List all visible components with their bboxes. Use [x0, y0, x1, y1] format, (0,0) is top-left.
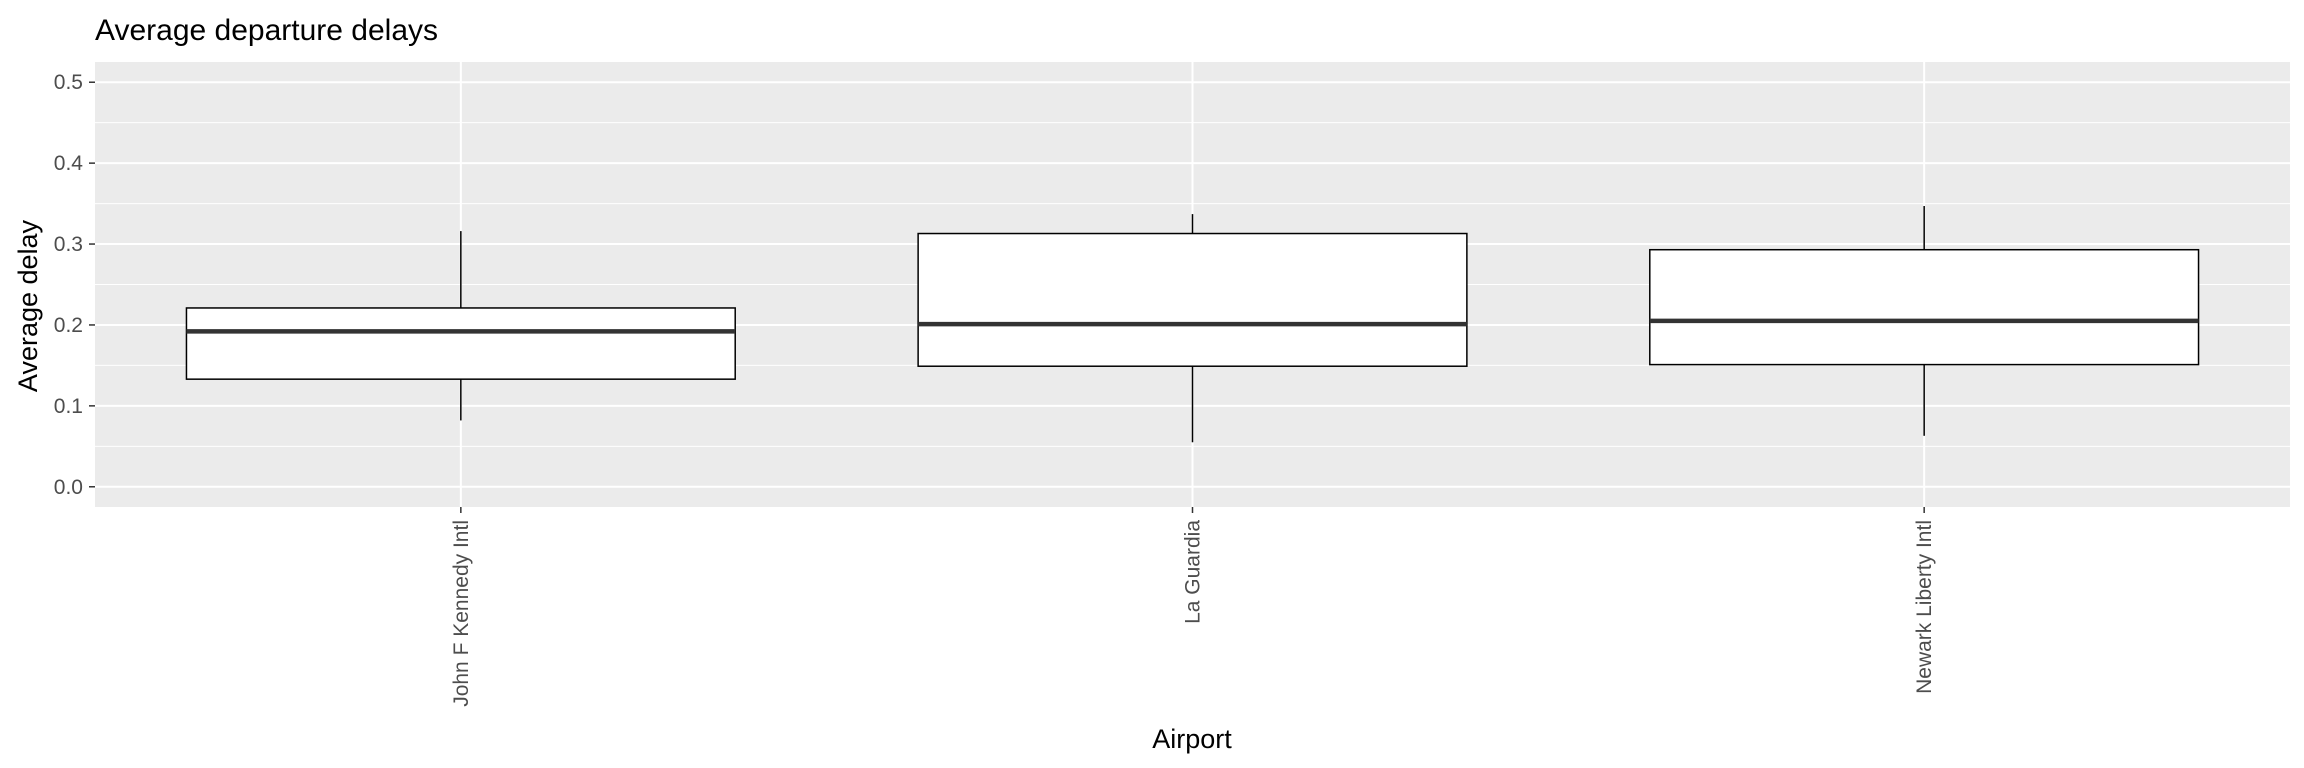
y-tick-label: 0.3	[54, 233, 83, 256]
y-tick-label: 0.5	[54, 71, 83, 94]
y-tick-label: 0.4	[54, 152, 84, 175]
x-axis: John F Kennedy Intl La Guardia Newark Libe…	[450, 507, 1936, 707]
y-tick-label: 0.1	[54, 395, 83, 418]
box-2	[917, 214, 1468, 443]
box-iqr	[185, 307, 736, 380]
box-iqr	[1649, 248, 2200, 366]
y-axis-title: Average delay	[13, 219, 43, 392]
y-tick-label: 0.2	[54, 314, 83, 337]
x-axis-title: Airport	[1152, 724, 1232, 754]
box-iqr	[917, 232, 1468, 367]
chart-title: Average departure delays	[95, 14, 438, 47]
y-axis: 0.0 0.1 0.2 0.3 0.4 0.5	[54, 71, 95, 499]
x-tick-label: Newark Liberty Intl	[1913, 520, 1936, 694]
x-tick-label: La Guardia	[1182, 520, 1205, 624]
y-tick-label: 0.0	[54, 476, 83, 499]
x-tick-label: John F Kennedy Intl	[450, 520, 473, 707]
box-3	[1649, 206, 2200, 436]
box-1	[185, 231, 736, 421]
boxes	[185, 206, 2200, 443]
